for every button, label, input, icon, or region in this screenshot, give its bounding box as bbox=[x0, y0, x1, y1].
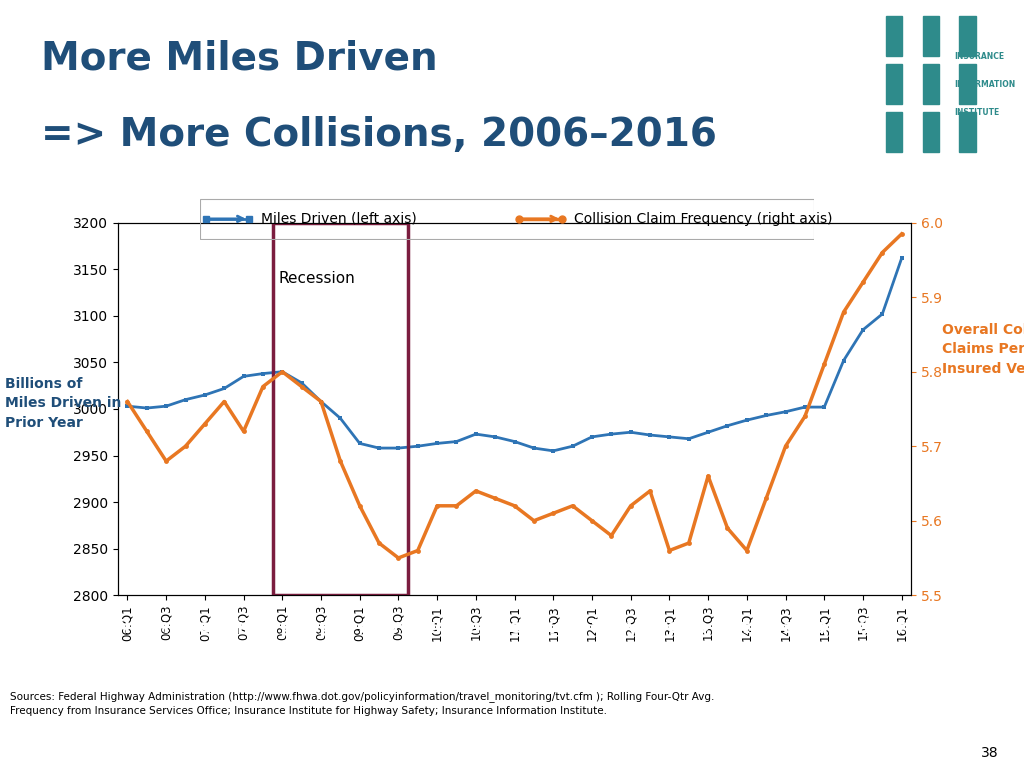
Text: => More Collisions, 2006–2016: => More Collisions, 2006–2016 bbox=[41, 116, 717, 154]
Text: Miles Driven (left axis): Miles Driven (left axis) bbox=[261, 212, 417, 226]
Text: The more miles people drive, the more likely they are to get in an accident,
hel: The more miles people drive, the more li… bbox=[112, 617, 912, 665]
Bar bbox=[886, 64, 902, 104]
Bar bbox=[923, 16, 939, 56]
Text: Collision Claim Frequency (right axis): Collision Claim Frequency (right axis) bbox=[574, 212, 833, 226]
Bar bbox=[959, 112, 976, 152]
Bar bbox=[959, 16, 976, 56]
Bar bbox=[886, 112, 902, 152]
Text: More Miles Driven: More Miles Driven bbox=[41, 40, 437, 78]
Text: Billions of
Miles Driven in
Prior Year: Billions of Miles Driven in Prior Year bbox=[5, 376, 122, 430]
Text: Overall Collision
Claims Per 100
Insured Vehicles: Overall Collision Claims Per 100 Insured… bbox=[942, 323, 1024, 376]
Bar bbox=[923, 112, 939, 152]
Text: Recession: Recession bbox=[279, 271, 355, 286]
Text: Sources: Federal Highway Administration (http://www.fhwa.dot.gov/policyinformati: Sources: Federal Highway Administration … bbox=[10, 691, 715, 716]
Bar bbox=[886, 16, 902, 56]
Bar bbox=[959, 64, 976, 104]
Bar bbox=[272, 223, 409, 595]
Text: INFORMATION: INFORMATION bbox=[954, 80, 1016, 89]
Bar bbox=[923, 64, 939, 104]
Text: INSTITUTE: INSTITUTE bbox=[954, 108, 999, 117]
Text: 38: 38 bbox=[981, 746, 998, 760]
Text: INSURANCE: INSURANCE bbox=[954, 52, 1005, 61]
